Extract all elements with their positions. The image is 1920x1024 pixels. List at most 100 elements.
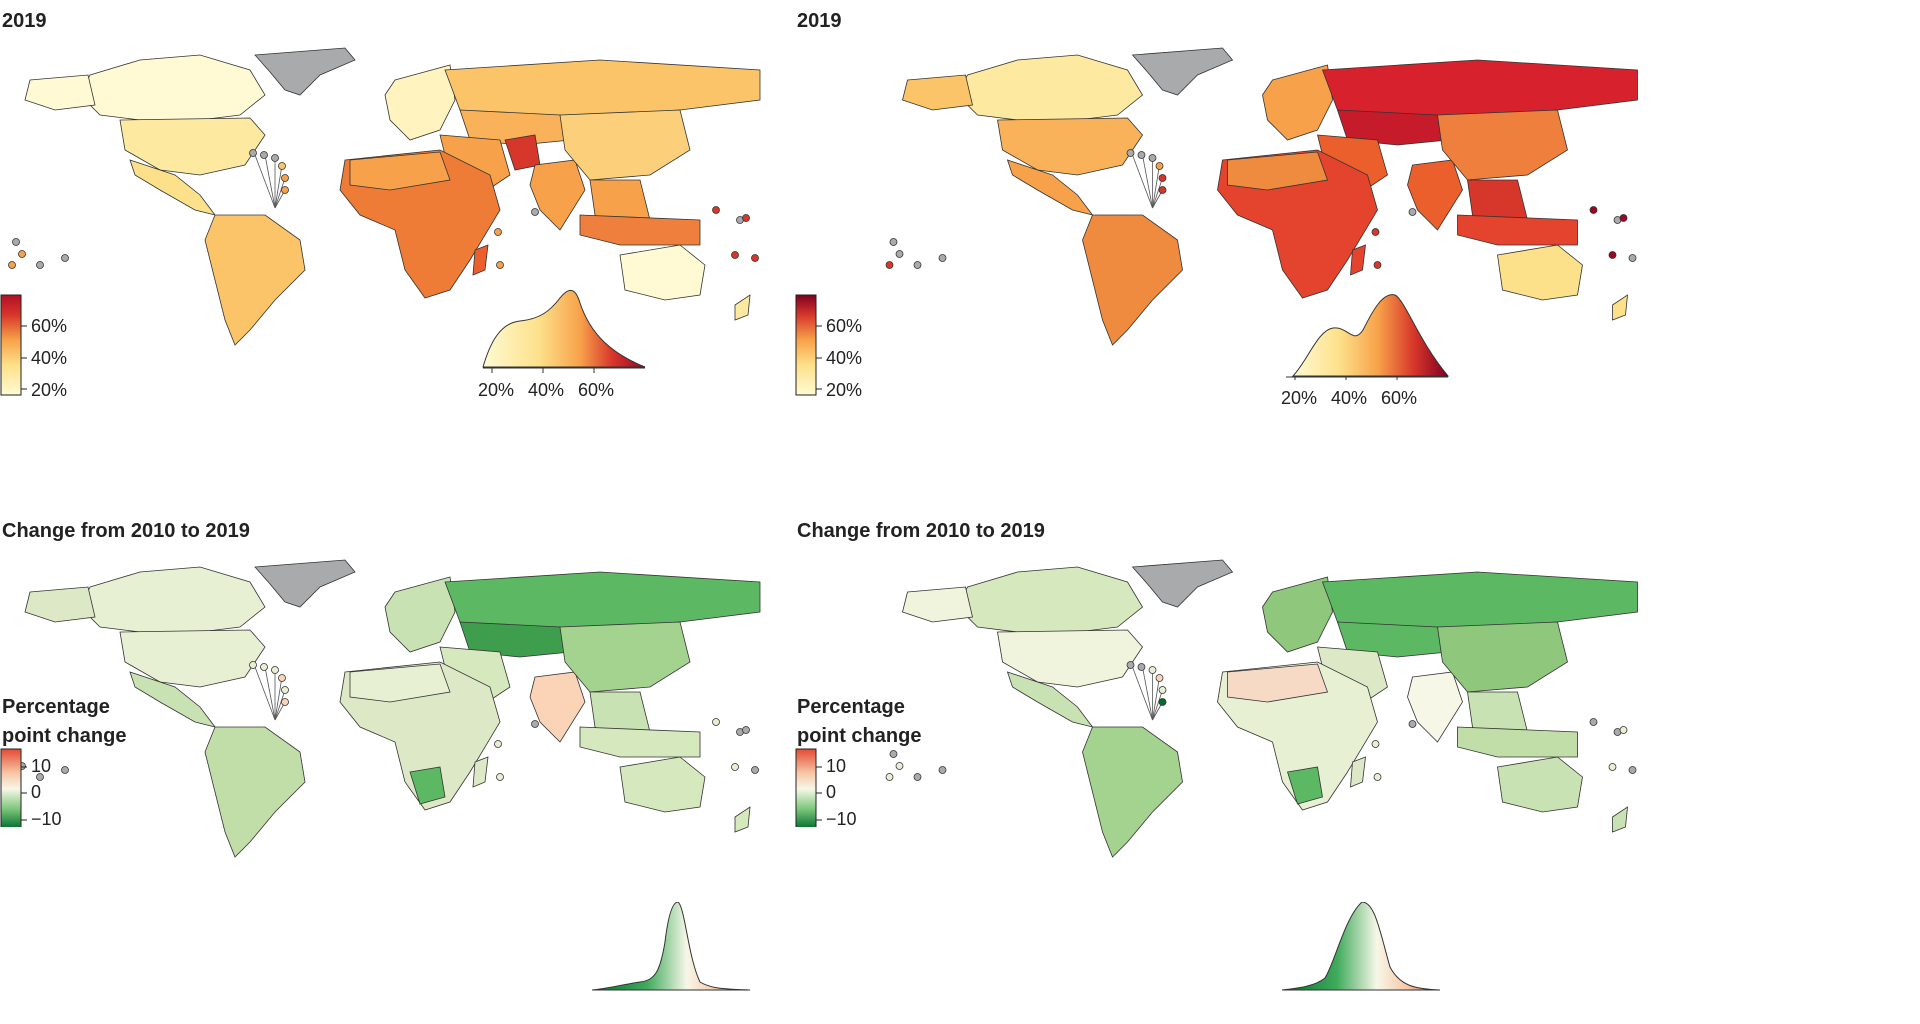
central-asia (1336, 109, 1449, 146)
greenland (254, 559, 356, 608)
new-zealand (1612, 806, 1628, 833)
canada (79, 54, 266, 121)
legend-title-line: Percentage (2, 696, 110, 718)
north-africa (349, 663, 451, 703)
island-markers (8, 149, 759, 269)
new-zealand (1612, 294, 1628, 321)
legend-title: Percentage point change (797, 693, 921, 751)
scale-tick-label: 40% (826, 348, 863, 368)
world-map (8, 559, 761, 858)
color-scale-legend (0, 748, 27, 827)
alaska (902, 586, 973, 623)
panel-title: 2019 (797, 10, 842, 32)
alaska (902, 74, 973, 111)
mexico (1006, 159, 1094, 216)
density-tick-label: 20% (478, 380, 515, 400)
density-tick-label: 60% (1381, 388, 1418, 408)
south-asia (529, 159, 586, 231)
greenland (1131, 559, 1234, 608)
madagascar (472, 244, 489, 276)
russia (444, 571, 761, 633)
greenland (254, 47, 356, 96)
china (559, 621, 691, 693)
europe (384, 64, 456, 141)
alaska (24, 586, 96, 623)
usa (119, 629, 266, 688)
new-zealand (734, 294, 751, 321)
legend-title: Percentage point change (2, 693, 126, 751)
density-tick-label: 60% (578, 380, 615, 400)
color-scale-legend (795, 294, 822, 396)
russia (1321, 59, 1638, 121)
scale-tick-label: 0 (826, 782, 837, 802)
russia (1321, 571, 1638, 633)
australia (619, 756, 706, 813)
map-panel-bottom-left: Change from 2010 to 2019 (0, 512, 960, 1024)
scale-tick-label: −10 (31, 809, 62, 829)
russia (444, 59, 761, 121)
map-panel-top-left: 2019 (0, 0, 960, 512)
central-asia (1336, 621, 1449, 658)
china (559, 109, 691, 181)
indonesia (1457, 726, 1578, 758)
scale-tick-label: −10 (826, 809, 857, 829)
map-panel-bottom-right: Change from 2010 to 2019 (795, 512, 1920, 1024)
caribbean-callout (254, 154, 286, 209)
mexico (1006, 671, 1094, 728)
panel-title: Change from 2010 to 2019 (2, 520, 250, 542)
island-markers (885, 149, 1637, 269)
density-tick-label: 20% (1281, 388, 1318, 408)
canada (957, 566, 1144, 633)
scale-tick-label: 20% (31, 380, 68, 400)
caribbean-callout (1132, 154, 1163, 209)
south-asia (529, 671, 586, 743)
world-map (885, 559, 1638, 858)
mexico (129, 159, 216, 216)
legend-title-line: point change (797, 725, 922, 747)
density-tick-label: 40% (1331, 388, 1368, 408)
central-asia (459, 109, 571, 146)
map-panel-top-right: 2019 (795, 0, 1920, 512)
china (1437, 621, 1568, 693)
scale-tick-label: 10 (31, 756, 52, 776)
color-scale-legend (0, 294, 27, 396)
new-zealand (734, 806, 751, 833)
canada (79, 566, 266, 633)
south-america (204, 726, 306, 858)
indonesia (579, 214, 701, 246)
mexico (129, 671, 216, 728)
china (1437, 109, 1568, 181)
density-curve (1286, 294, 1450, 380)
madagascar (1350, 244, 1366, 276)
world-map (8, 47, 761, 346)
europe (384, 576, 456, 653)
south-america (1082, 726, 1183, 858)
scale-tick-label: 0 (31, 782, 42, 802)
color-scale-legend (795, 748, 822, 827)
north-africa (1227, 151, 1329, 191)
density-curve (591, 902, 751, 991)
greenland (1131, 47, 1234, 96)
scale-tick-label: 60% (826, 316, 863, 336)
usa (997, 117, 1144, 176)
panel-title: Change from 2010 to 2019 (797, 520, 1045, 542)
world-map (885, 47, 1638, 346)
canada (957, 54, 1144, 121)
south-asia (1407, 671, 1463, 743)
south-asia (1407, 159, 1463, 231)
density-curve (1281, 902, 1441, 991)
island-markers (885, 661, 1637, 781)
south-america (204, 214, 306, 346)
scale-tick-label: 40% (31, 348, 68, 368)
australia (619, 244, 706, 301)
europe (1262, 576, 1333, 653)
madagascar (472, 756, 489, 788)
legend-title-line: Percentage (797, 696, 905, 718)
madagascar (1350, 756, 1366, 788)
australia (1497, 756, 1583, 813)
australia (1497, 244, 1583, 301)
south-america (1082, 214, 1183, 346)
scale-tick-label: 20% (826, 380, 863, 400)
north-africa (349, 151, 451, 191)
usa (997, 629, 1144, 688)
